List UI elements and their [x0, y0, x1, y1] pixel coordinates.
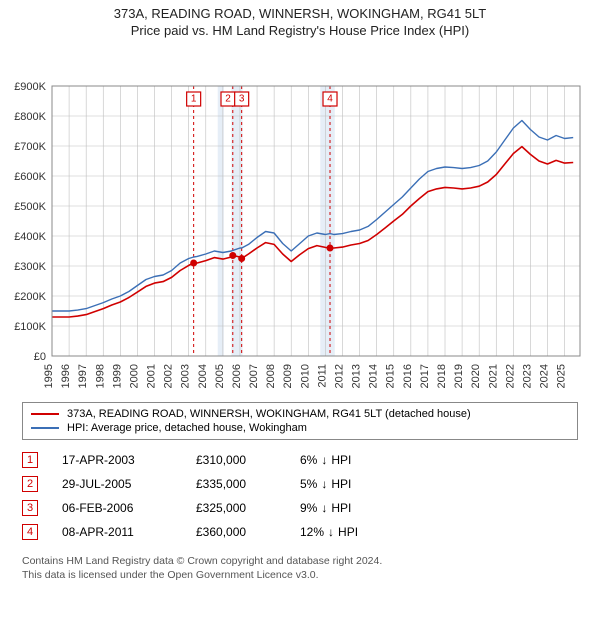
tx-price: £335,000 [196, 477, 276, 491]
tx-diff: 9% ↓ HPI [300, 501, 351, 515]
svg-text:2018: 2018 [436, 364, 448, 388]
tx-price: £360,000 [196, 525, 276, 539]
svg-text:2025: 2025 [556, 364, 568, 388]
svg-text:£700K: £700K [14, 141, 46, 153]
tx-date: 08-APR-2011 [62, 525, 172, 539]
svg-text:2013: 2013 [351, 364, 363, 388]
svg-text:2020: 2020 [470, 364, 482, 388]
svg-text:2017: 2017 [419, 364, 431, 388]
chart-container: 373A, READING ROAD, WINNERSH, WOKINGHAM,… [0, 0, 600, 582]
legend-label: HPI: Average price, detached house, Woki… [67, 422, 307, 434]
svg-text:4: 4 [327, 94, 333, 105]
svg-text:£500K: £500K [14, 201, 46, 213]
svg-text:1998: 1998 [94, 364, 106, 388]
svg-text:£800K: £800K [14, 111, 46, 123]
tx-marker: 1 [22, 452, 38, 468]
svg-text:2001: 2001 [146, 364, 158, 388]
transactions-table: 1 17-APR-2003 £310,000 6% ↓ HPI 2 29-JUL-2005… [22, 448, 578, 544]
legend: 373A, READING ROAD, WINNERSH, WOKINGHAM,… [22, 402, 578, 440]
title-main: 373A, READING ROAD, WINNERSH, WOKINGHAM,… [0, 6, 600, 21]
transaction-row: 2 29-JUL-2005 £335,000 5% ↓ HPI [22, 472, 578, 496]
tx-marker: 2 [22, 476, 38, 492]
svg-text:£900K: £900K [14, 81, 46, 93]
svg-text:1997: 1997 [77, 364, 89, 388]
title-sub: Price paid vs. HM Land Registry's House … [0, 23, 600, 38]
svg-text:2023: 2023 [521, 364, 533, 388]
svg-text:2021: 2021 [487, 364, 499, 388]
tx-marker: 3 [22, 500, 38, 516]
tx-date: 29-JUL-2005 [62, 477, 172, 491]
svg-text:2000: 2000 [128, 364, 140, 388]
svg-text:£100K: £100K [14, 321, 46, 333]
tx-diff: 12% ↓ HPI [300, 525, 358, 539]
svg-text:2016: 2016 [402, 364, 414, 388]
legend-swatch [31, 427, 59, 429]
svg-text:2003: 2003 [180, 364, 192, 388]
footer-line: Contains HM Land Registry data © Crown c… [22, 554, 578, 568]
svg-text:2012: 2012 [333, 364, 345, 388]
svg-text:2006: 2006 [231, 364, 243, 388]
svg-text:£0: £0 [34, 351, 46, 363]
tx-date: 17-APR-2003 [62, 453, 172, 467]
svg-text:1999: 1999 [111, 364, 123, 388]
footer-line: This data is licensed under the Open Gov… [22, 568, 578, 582]
svg-text:2005: 2005 [214, 364, 226, 388]
footer-note: Contains HM Land Registry data © Crown c… [22, 554, 578, 582]
chart-titles: 373A, READING ROAD, WINNERSH, WOKINGHAM,… [0, 0, 600, 38]
tx-diff: 6% ↓ HPI [300, 453, 351, 467]
svg-text:1995: 1995 [43, 364, 55, 388]
arrow-down-icon: ↓ [321, 501, 327, 515]
transaction-row: 3 06-FEB-2006 £325,000 9% ↓ HPI [22, 496, 578, 520]
price-chart: 1 23 4 £0 £100K £200K £300K £400K £500K £600K £700… [0, 38, 600, 398]
svg-text:1: 1 [191, 94, 197, 105]
svg-text:£200K: £200K [14, 291, 46, 303]
svg-text:£600K: £600K [14, 171, 46, 183]
svg-text:2015: 2015 [385, 364, 397, 388]
tx-marker: 4 [22, 524, 38, 540]
svg-text:2010: 2010 [299, 364, 311, 388]
svg-text:2002: 2002 [163, 364, 175, 388]
svg-text:2004: 2004 [197, 364, 209, 388]
arrow-down-icon: ↓ [321, 453, 327, 467]
transaction-row: 1 17-APR-2003 £310,000 6% ↓ HPI [22, 448, 578, 472]
svg-text:2009: 2009 [282, 364, 294, 388]
legend-swatch [31, 413, 59, 415]
svg-text:2007: 2007 [248, 364, 260, 388]
svg-text:2019: 2019 [453, 364, 465, 388]
svg-text:2022: 2022 [504, 364, 516, 388]
svg-text:1996: 1996 [60, 364, 72, 388]
arrow-down-icon: ↓ [328, 525, 334, 539]
svg-text:£400K: £400K [14, 231, 46, 243]
svg-text:2014: 2014 [368, 364, 380, 388]
legend-item: HPI: Average price, detached house, Woki… [31, 421, 569, 435]
arrow-down-icon: ↓ [321, 477, 327, 491]
svg-text:2: 2 [225, 94, 231, 105]
tx-date: 06-FEB-2006 [62, 501, 172, 515]
tx-price: £325,000 [196, 501, 276, 515]
tx-diff: 5% ↓ HPI [300, 477, 351, 491]
legend-label: 373A, READING ROAD, WINNERSH, WOKINGHAM,… [67, 408, 471, 420]
svg-text:3: 3 [239, 94, 245, 105]
svg-text:2024: 2024 [539, 364, 551, 388]
transaction-row: 4 08-APR-2011 £360,000 12% ↓ HPI [22, 520, 578, 544]
svg-text:£300K: £300K [14, 261, 46, 273]
svg-text:2011: 2011 [316, 364, 328, 388]
legend-item: 373A, READING ROAD, WINNERSH, WOKINGHAM,… [31, 407, 569, 421]
svg-text:2008: 2008 [265, 364, 277, 388]
tx-price: £310,000 [196, 453, 276, 467]
